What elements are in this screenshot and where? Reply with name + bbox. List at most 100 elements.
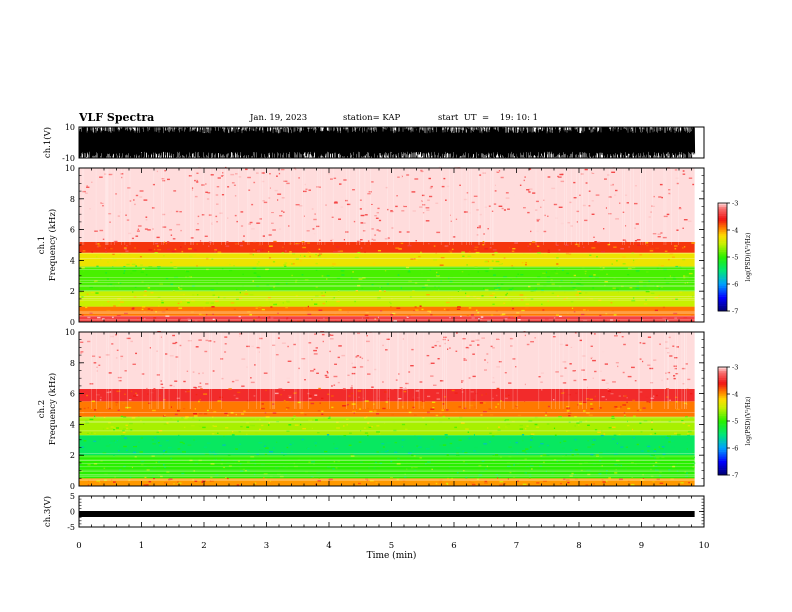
spectrum-cell	[318, 256, 321, 258]
spectrum-cell	[678, 264, 681, 266]
spectrum-cell	[205, 453, 210, 455]
spectrum-cell	[241, 358, 246, 360]
spectrum-cell	[194, 249, 197, 251]
colorbar-cell	[718, 221, 727, 224]
spectrum-cell	[176, 223, 181, 226]
spectrum-cell	[156, 170, 158, 173]
spectrum-cell	[523, 179, 525, 182]
spectrum-cell	[237, 460, 240, 462]
spectrum-cell	[185, 416, 189, 418]
spectrum-cell	[615, 362, 619, 364]
spectrum-cell	[408, 280, 412, 283]
spectrum-cell	[132, 291, 134, 293]
spectrum-cell	[156, 236, 160, 239]
spectrum-cell	[640, 450, 644, 452]
spectrum-cell	[676, 395, 678, 397]
spectrum-cell	[178, 434, 180, 437]
colorbar-cell	[718, 273, 727, 276]
spectrum-cell	[245, 422, 249, 424]
spectrum-cell	[578, 283, 582, 285]
spectrum-cell	[118, 380, 122, 382]
spectrum-cell	[144, 290, 147, 292]
colorbar-cell	[718, 392, 727, 395]
spectrum-cell	[308, 461, 311, 463]
spectrum-cell	[194, 463, 198, 465]
spectrum-cell	[317, 292, 320, 294]
spectrum-cell	[618, 338, 620, 340]
spectrum-cell	[174, 413, 178, 416]
spectrum-cell	[269, 451, 274, 453]
spectrum-cell	[314, 333, 316, 335]
spectrum-cell	[469, 344, 472, 346]
spectrum-cell	[486, 465, 488, 468]
spectrum-cell	[663, 348, 667, 351]
spectrum-cell	[322, 302, 326, 305]
spectrum-cell	[242, 468, 245, 471]
spectrum-cell	[660, 191, 663, 193]
spectrum-cell	[125, 250, 129, 252]
spectrum-cell	[263, 372, 268, 374]
spectrum-cell	[357, 332, 360, 335]
spectrum-cell	[580, 343, 585, 345]
spectrum-cell	[106, 391, 110, 394]
spectrum-cell	[247, 399, 250, 402]
spectrum-cell	[169, 210, 171, 212]
spectrum-cell	[255, 307, 258, 309]
spectrum-cell	[339, 183, 342, 185]
colorbar-cell	[718, 230, 727, 233]
spectrum-cell	[405, 428, 408, 430]
spectrum-cell	[461, 388, 463, 390]
spectrum-cell	[303, 255, 306, 257]
spectrum-cell	[164, 466, 167, 469]
spectrum-cell	[86, 394, 88, 397]
spectrum-cell	[330, 178, 333, 180]
spectrum-cell	[652, 464, 655, 467]
spectrum-cell	[491, 254, 495, 256]
spectrum-cell	[649, 367, 654, 370]
spectrum-cell	[116, 439, 118, 442]
spectrum-cell	[396, 217, 398, 219]
spectrum-cell	[454, 347, 458, 349]
spectrum-cell	[530, 298, 534, 300]
spectrum-cell	[267, 269, 270, 272]
spectrum-cell	[276, 421, 280, 423]
spectrum-cell	[649, 250, 654, 252]
spectrum-cell	[145, 216, 148, 218]
spectrum-cell	[510, 217, 513, 220]
spectrum-cell	[615, 218, 619, 220]
spectrum-cell	[236, 484, 240, 486]
spectrum-cell	[206, 202, 210, 204]
spectrum-cell	[364, 427, 366, 429]
spectrum-cell	[367, 359, 369, 362]
spectrum-cell	[167, 337, 171, 339]
spectrum-cell	[129, 228, 133, 231]
spectrum-cell	[343, 239, 345, 241]
spectrum-cell	[89, 208, 91, 210]
spectrum-cell	[476, 234, 479, 236]
colorbar-cell	[718, 458, 727, 461]
spectrum-cell	[144, 228, 148, 230]
spectrum-cell	[640, 431, 643, 433]
spectrum-cell	[376, 212, 379, 214]
spectrum-cell	[99, 412, 102, 415]
spectrum-cell	[283, 211, 285, 213]
spectrum-cell	[122, 431, 126, 434]
spectrum-cell	[688, 294, 690, 297]
spectrum-cell	[620, 406, 622, 408]
spectrum-cell	[585, 292, 588, 294]
spectrum-cell	[342, 388, 346, 390]
spectrum-cell	[224, 351, 227, 353]
spectrum-cell	[472, 353, 475, 355]
spectrum-cell	[162, 180, 166, 182]
spectrum-cell	[377, 297, 381, 299]
spectrum-cell	[108, 422, 111, 424]
spectrum-cell	[394, 238, 397, 240]
spectrum-cell	[311, 299, 313, 301]
spectrum-cell	[469, 201, 473, 203]
spectrum-cell	[352, 177, 355, 179]
spectrum-cell	[426, 180, 428, 183]
spectrum-cell	[335, 320, 337, 322]
spectrum-cell	[285, 220, 288, 222]
spectrum-cell	[390, 306, 392, 308]
spectrum-cell	[360, 222, 364, 224]
